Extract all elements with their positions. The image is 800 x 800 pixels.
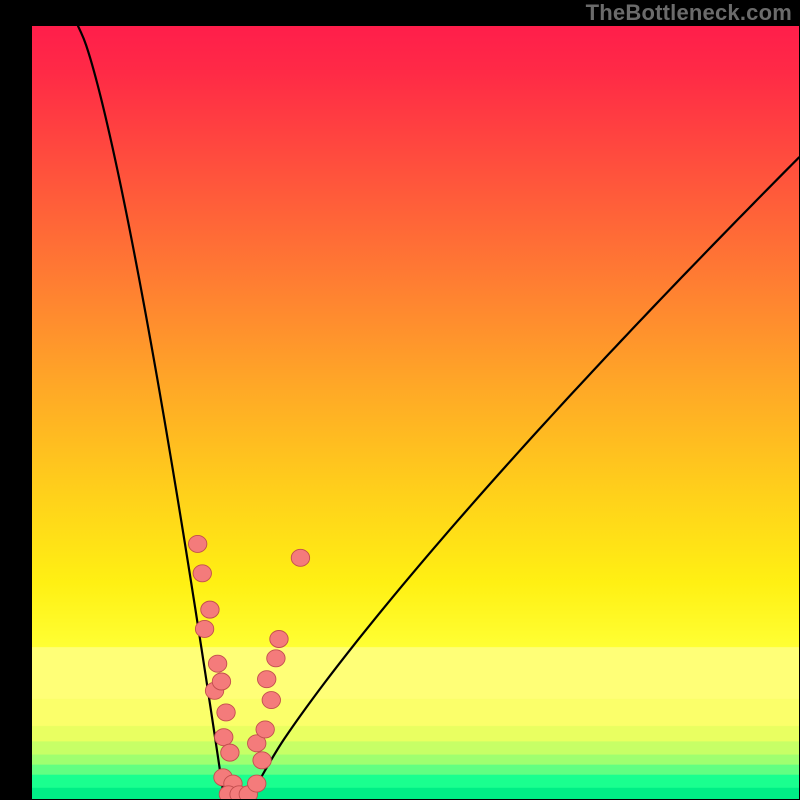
data-marker <box>270 630 288 647</box>
canvas-root: TheBottleneck.com <box>0 0 800 800</box>
data-marker <box>267 650 285 667</box>
data-marker <box>188 535 206 552</box>
data-marker <box>221 744 239 761</box>
data-marker <box>212 673 230 690</box>
data-marker <box>258 671 276 688</box>
heatmap-background <box>32 26 799 799</box>
data-marker <box>262 692 280 709</box>
plot-area <box>32 26 799 799</box>
data-marker <box>201 601 219 618</box>
data-marker <box>193 565 211 582</box>
data-marker <box>217 704 235 721</box>
watermark-text: TheBottleneck.com <box>586 0 792 26</box>
plot-svg <box>32 26 799 799</box>
data-marker <box>291 549 309 566</box>
data-marker <box>248 775 266 792</box>
data-marker <box>208 655 226 672</box>
data-marker <box>215 729 233 746</box>
data-marker <box>256 721 274 738</box>
data-marker <box>253 752 271 769</box>
data-marker <box>195 620 213 637</box>
